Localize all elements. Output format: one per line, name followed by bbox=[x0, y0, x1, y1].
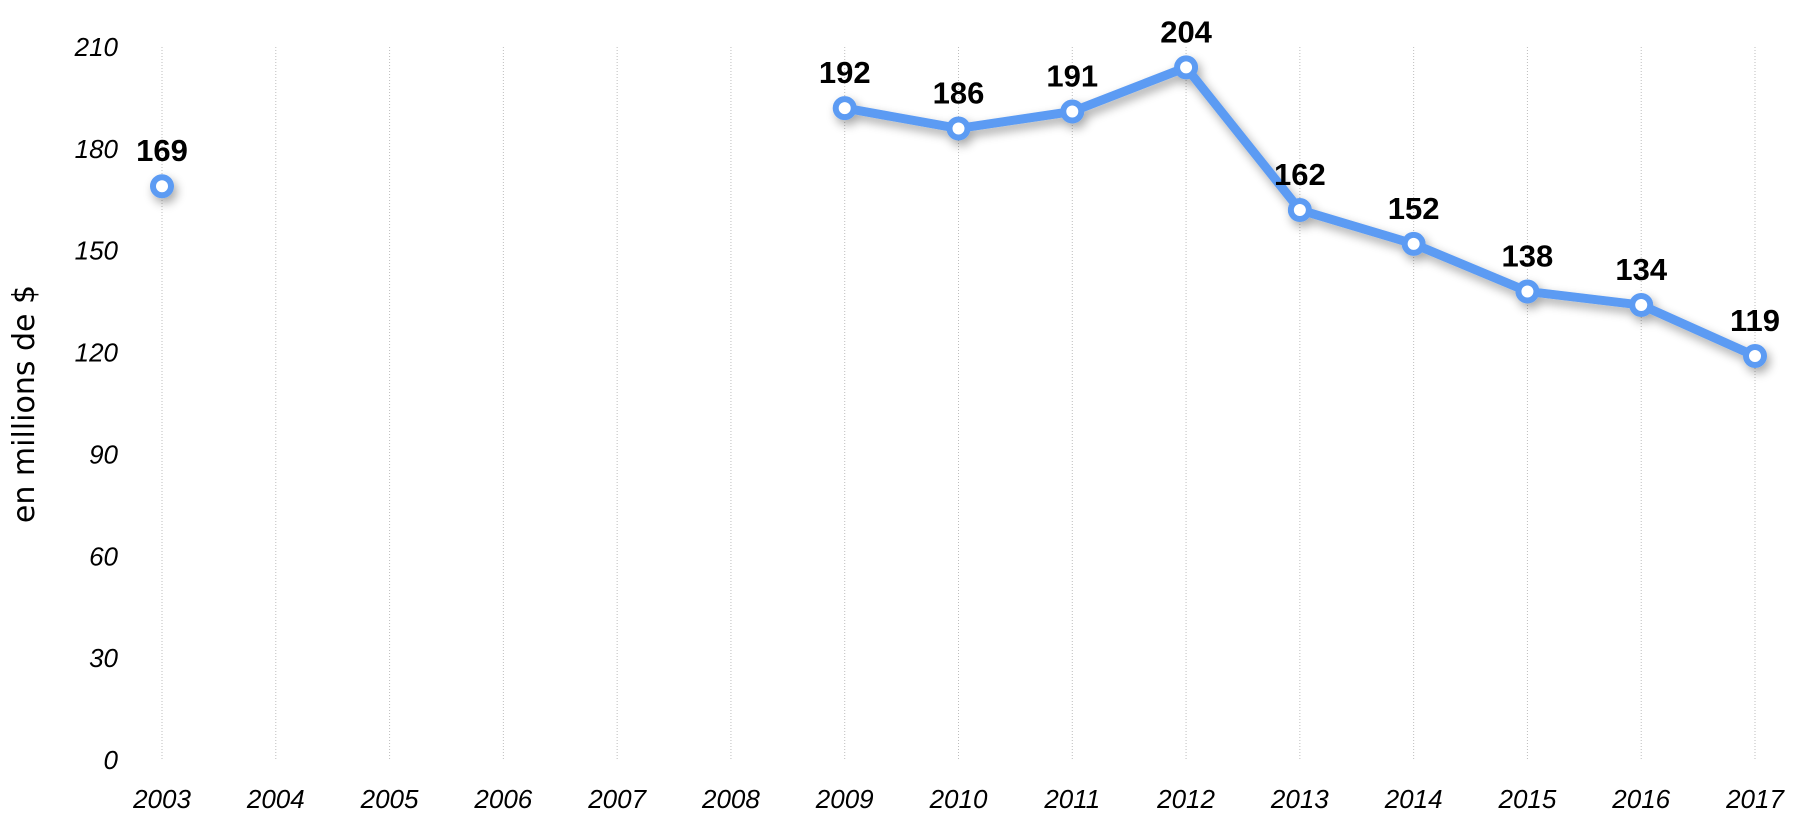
x-tick-label: 2007 bbox=[587, 784, 647, 814]
x-tick-label: 2014 bbox=[1384, 784, 1443, 814]
x-tick-label: 2011 bbox=[1043, 784, 1100, 814]
y-tick-label: 120 bbox=[75, 338, 119, 368]
data-label-2003: 169 bbox=[136, 133, 188, 168]
y-tick-label: 0 bbox=[104, 745, 119, 775]
data-labels: 169 192 186 191 204 162 152 138 134 119 bbox=[136, 14, 1780, 338]
series-layer bbox=[150, 55, 1767, 368]
data-label-2015: 138 bbox=[1502, 238, 1554, 273]
x-tick-label: 2009 bbox=[815, 784, 874, 814]
y-axis-label: en millions de $ bbox=[7, 285, 42, 523]
x-tick-label: 2008 bbox=[701, 784, 760, 814]
data-label-2016: 134 bbox=[1615, 252, 1667, 287]
data-label-2012: 204 bbox=[1160, 14, 1212, 49]
x-tick-label: 2012 bbox=[1156, 784, 1215, 814]
data-label-2017: 119 bbox=[1730, 303, 1780, 338]
data-point-2014 bbox=[1401, 231, 1426, 256]
data-point-2009 bbox=[832, 96, 857, 121]
x-axis-ticks: 2003 2004 2005 2006 2007 2008 2009 2010 2011 2012… bbox=[132, 784, 1785, 814]
data-point-2017 bbox=[1743, 343, 1767, 368]
data-point-2012 bbox=[1174, 55, 1199, 80]
y-tick-label: 180 bbox=[75, 134, 119, 164]
data-point-2003 bbox=[150, 174, 174, 199]
y-tick-label: 210 bbox=[74, 32, 119, 62]
data-point-2013 bbox=[1287, 197, 1312, 222]
x-tick-label: 2015 bbox=[1498, 784, 1557, 814]
data-label-2011: 191 bbox=[1046, 59, 1098, 94]
gridlines bbox=[161, 47, 1756, 760]
x-tick-label: 2016 bbox=[1611, 784, 1670, 814]
y-axis-ticks: 0 30 60 90 120 150 180 210 bbox=[74, 32, 119, 775]
data-label-2014: 152 bbox=[1388, 191, 1440, 226]
data-point-2015 bbox=[1515, 279, 1540, 304]
data-label-2013: 162 bbox=[1274, 157, 1326, 192]
y-tick-label: 60 bbox=[89, 541, 118, 571]
data-label-2010: 186 bbox=[933, 75, 985, 110]
x-tick-label: 2010 bbox=[929, 784, 988, 814]
data-point-2010 bbox=[946, 116, 971, 141]
x-tick-label: 2013 bbox=[1270, 784, 1329, 814]
x-tick-label: 2017 bbox=[1725, 784, 1785, 814]
x-tick-label: 2005 bbox=[360, 784, 419, 814]
data-point-2016 bbox=[1629, 293, 1654, 318]
y-tick-label: 30 bbox=[89, 643, 118, 673]
data-point-2011 bbox=[1060, 99, 1085, 124]
y-tick-label: 150 bbox=[75, 236, 119, 266]
y-tick-label: 90 bbox=[89, 439, 118, 469]
x-tick-label: 2004 bbox=[246, 784, 305, 814]
x-tick-label: 2006 bbox=[473, 784, 532, 814]
x-tick-label: 2003 bbox=[132, 784, 191, 814]
data-label-2009: 192 bbox=[819, 55, 871, 90]
